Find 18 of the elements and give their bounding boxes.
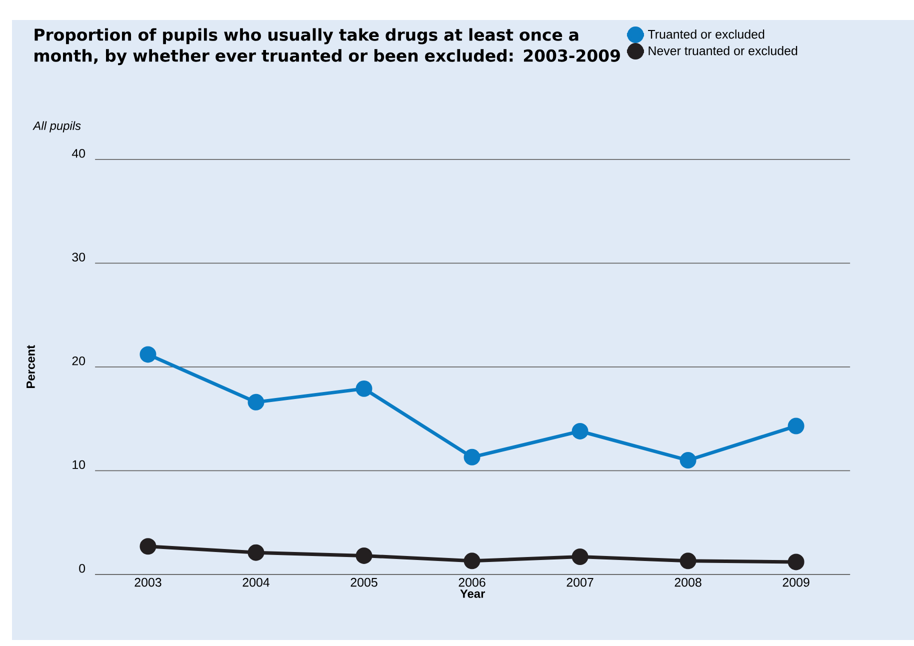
x-tick-label: 2003 [134, 578, 162, 587]
x-tick-label: 2004 [242, 578, 270, 587]
chart-subtitle: All pupils [32, 121, 81, 132]
y-axis-title: Percent [26, 345, 35, 388]
x-axis-title: Year [460, 590, 486, 598]
legend-label: Truanted or excluded [648, 30, 764, 39]
x-tick-label: 2008 [674, 578, 702, 587]
x-tick-label: 2005 [350, 578, 378, 587]
x-tick-label: 2006 [458, 578, 486, 587]
x-tick-label: 2009 [782, 578, 810, 587]
y-tick-label: 0 [79, 564, 86, 573]
y-tick-label: 40 [72, 149, 86, 158]
x-tick-label: 2007 [566, 578, 594, 587]
y-tick-label: 30 [72, 252, 86, 262]
y-tick-label: 10 [72, 460, 86, 470]
y-tick-label: 20 [72, 356, 86, 366]
legend-label: Never truanted or excluded [648, 46, 798, 56]
chart-title: Proportion of pupils who usually take drugs at least once a month, by whether ever truanted or been excluded: 2003-2009 [34, 28, 620, 66]
